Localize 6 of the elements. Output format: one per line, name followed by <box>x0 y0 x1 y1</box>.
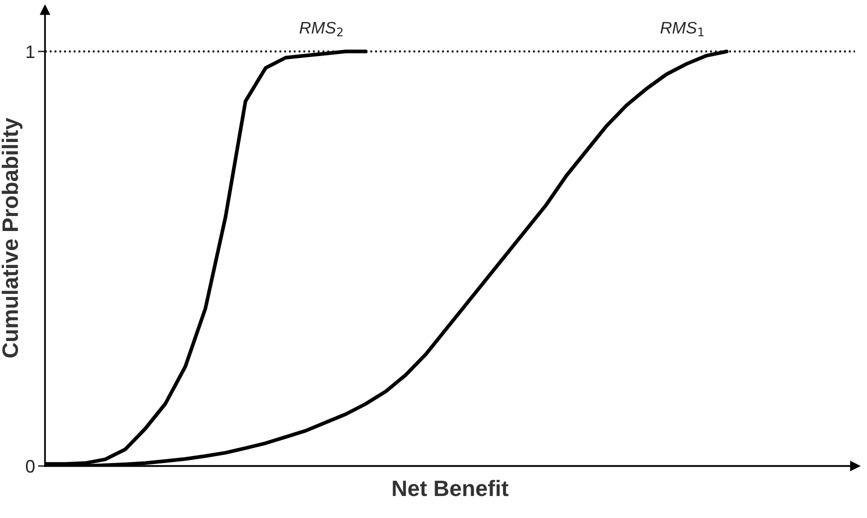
series-label: RMS$_{2}$ <box>300 22 343 36</box>
y-tick-label: 1 <box>26 46 34 58</box>
x-axis-title: Net Benefit <box>392 480 508 496</box>
y-tick-label: 0 <box>26 460 35 473</box>
y-axis-title: Cumulative Probability <box>2 118 22 358</box>
series-label: RMS$_{1}$ <box>660 22 704 36</box>
